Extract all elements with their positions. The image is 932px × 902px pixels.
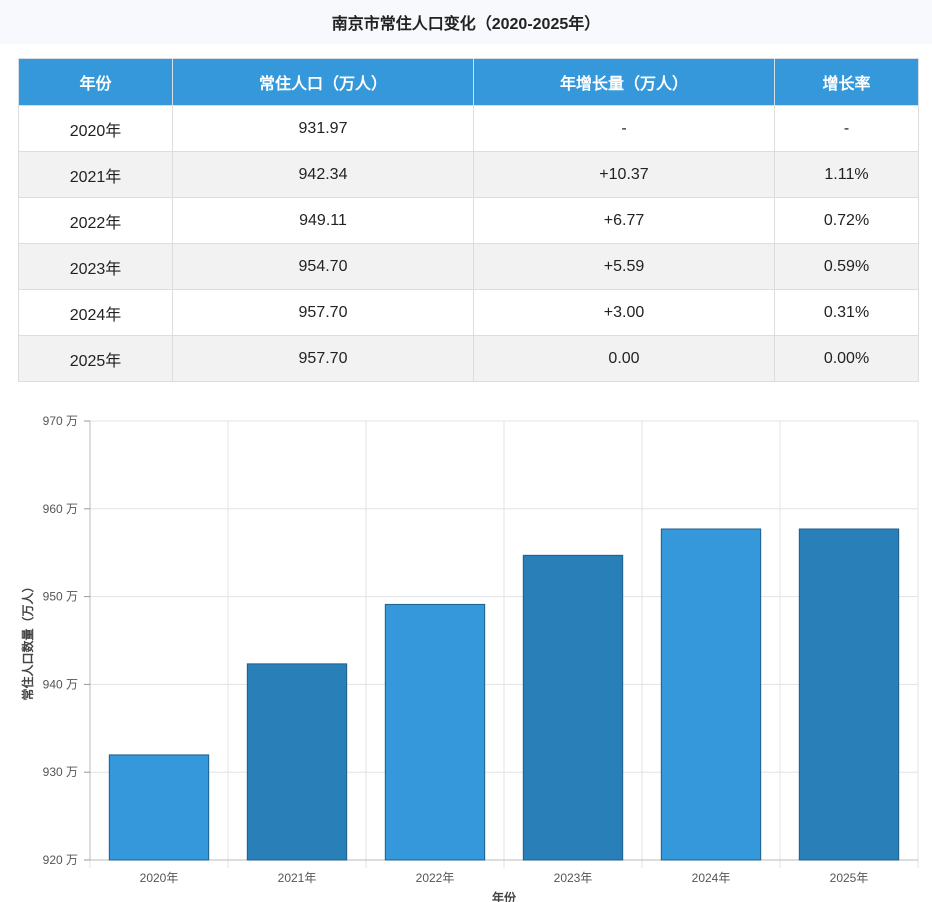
- y-tick-label: 930 万: [43, 765, 78, 779]
- cell-population: 957.70: [172, 289, 474, 336]
- header-annual-growth: 年增长量（万人）: [473, 58, 775, 106]
- cell-population: 931.97: [172, 105, 474, 152]
- header-population: 常住人口（万人）: [172, 58, 474, 106]
- cell-growth: +6.77: [473, 197, 775, 244]
- cell-rate: 0.31%: [774, 289, 919, 336]
- x-tick-label: 2023年: [554, 871, 593, 885]
- y-tick-label: 970 万: [43, 414, 78, 428]
- bar-2023年: [522, 554, 624, 861]
- y-axis-ticks: 920 万 930 万 940 万 950 万 960 万 970 万: [43, 414, 90, 867]
- chart-bars: [108, 528, 900, 861]
- cell-growth: 0.00: [473, 335, 775, 382]
- table-header-row: 年份 常住人口（万人） 年增长量（万人） 增长率: [18, 58, 919, 106]
- cell-population: 957.70: [172, 335, 474, 382]
- cell-year: 2020年: [18, 105, 173, 152]
- population-table: 年份 常住人口（万人） 年增长量（万人） 增长率 2020年 931.97 - …: [18, 58, 919, 382]
- cell-population: 954.70: [172, 243, 474, 290]
- cell-year: 2021年: [18, 151, 173, 198]
- y-axis-title: 常住人口数量（万人）: [20, 580, 35, 700]
- cell-rate: 1.11%: [774, 151, 919, 198]
- x-axis-ticks: 2020年 2021年 2022年 2023年 2024年 2025年: [140, 871, 869, 885]
- cell-growth: +10.37: [473, 151, 775, 198]
- cell-population: 949.11: [172, 197, 474, 244]
- table-row: 2020年 931.97 - -: [18, 105, 919, 152]
- table-row: 2022年 949.11 +6.77 0.72%: [18, 197, 919, 244]
- x-tick-label: 2025年: [830, 871, 869, 885]
- bar-2020年: [108, 754, 210, 861]
- header-year: 年份: [18, 58, 173, 106]
- header-growth-rate: 增长率: [774, 58, 919, 106]
- cell-rate: -: [774, 105, 919, 152]
- cell-population: 942.34: [172, 151, 474, 198]
- cell-rate: 0.00%: [774, 335, 919, 382]
- cell-year: 2024年: [18, 289, 173, 336]
- cell-rate: 0.72%: [774, 197, 919, 244]
- cell-rate: 0.59%: [774, 243, 919, 290]
- table-row: 2025年 957.70 0.00 0.00%: [18, 335, 919, 382]
- bar-2025年: [798, 528, 900, 861]
- bar-2022年: [384, 603, 486, 861]
- cell-growth: +3.00: [473, 289, 775, 336]
- chart-grid: [89, 420, 919, 868]
- y-tick-label: 940 万: [43, 677, 78, 691]
- x-tick-label: 2021年: [278, 871, 317, 885]
- table-row: 2021年 942.34 +10.37 1.11%: [18, 151, 919, 198]
- cell-growth: -: [473, 105, 775, 152]
- bar-2024年: [660, 528, 762, 861]
- y-tick-label: 920 万: [43, 853, 78, 867]
- x-tick-label: 2020年: [140, 871, 179, 885]
- table-row: 2024年 957.70 +3.00 0.31%: [18, 289, 919, 336]
- x-tick-label: 2024年: [692, 871, 731, 885]
- x-tick-label: 2022年: [416, 871, 455, 885]
- cell-year: 2022年: [18, 197, 173, 244]
- bar-2021年: [246, 663, 348, 861]
- cell-year: 2023年: [18, 243, 173, 290]
- cell-year: 2025年: [18, 335, 173, 382]
- y-tick-label: 950 万: [43, 590, 78, 604]
- table-row: 2023年 954.70 +5.59 0.59%: [18, 243, 919, 290]
- cell-growth: +5.59: [473, 243, 775, 290]
- x-axis-title: 年份: [492, 890, 517, 902]
- page-title: 南京市常住人口变化（2020-2025年）: [0, 0, 932, 44]
- population-bar-chart: 920 万 930 万 940 万 950 万 960 万 970 万 2020年 2021…: [20, 414, 919, 902]
- y-tick-label: 960 万: [43, 502, 78, 516]
